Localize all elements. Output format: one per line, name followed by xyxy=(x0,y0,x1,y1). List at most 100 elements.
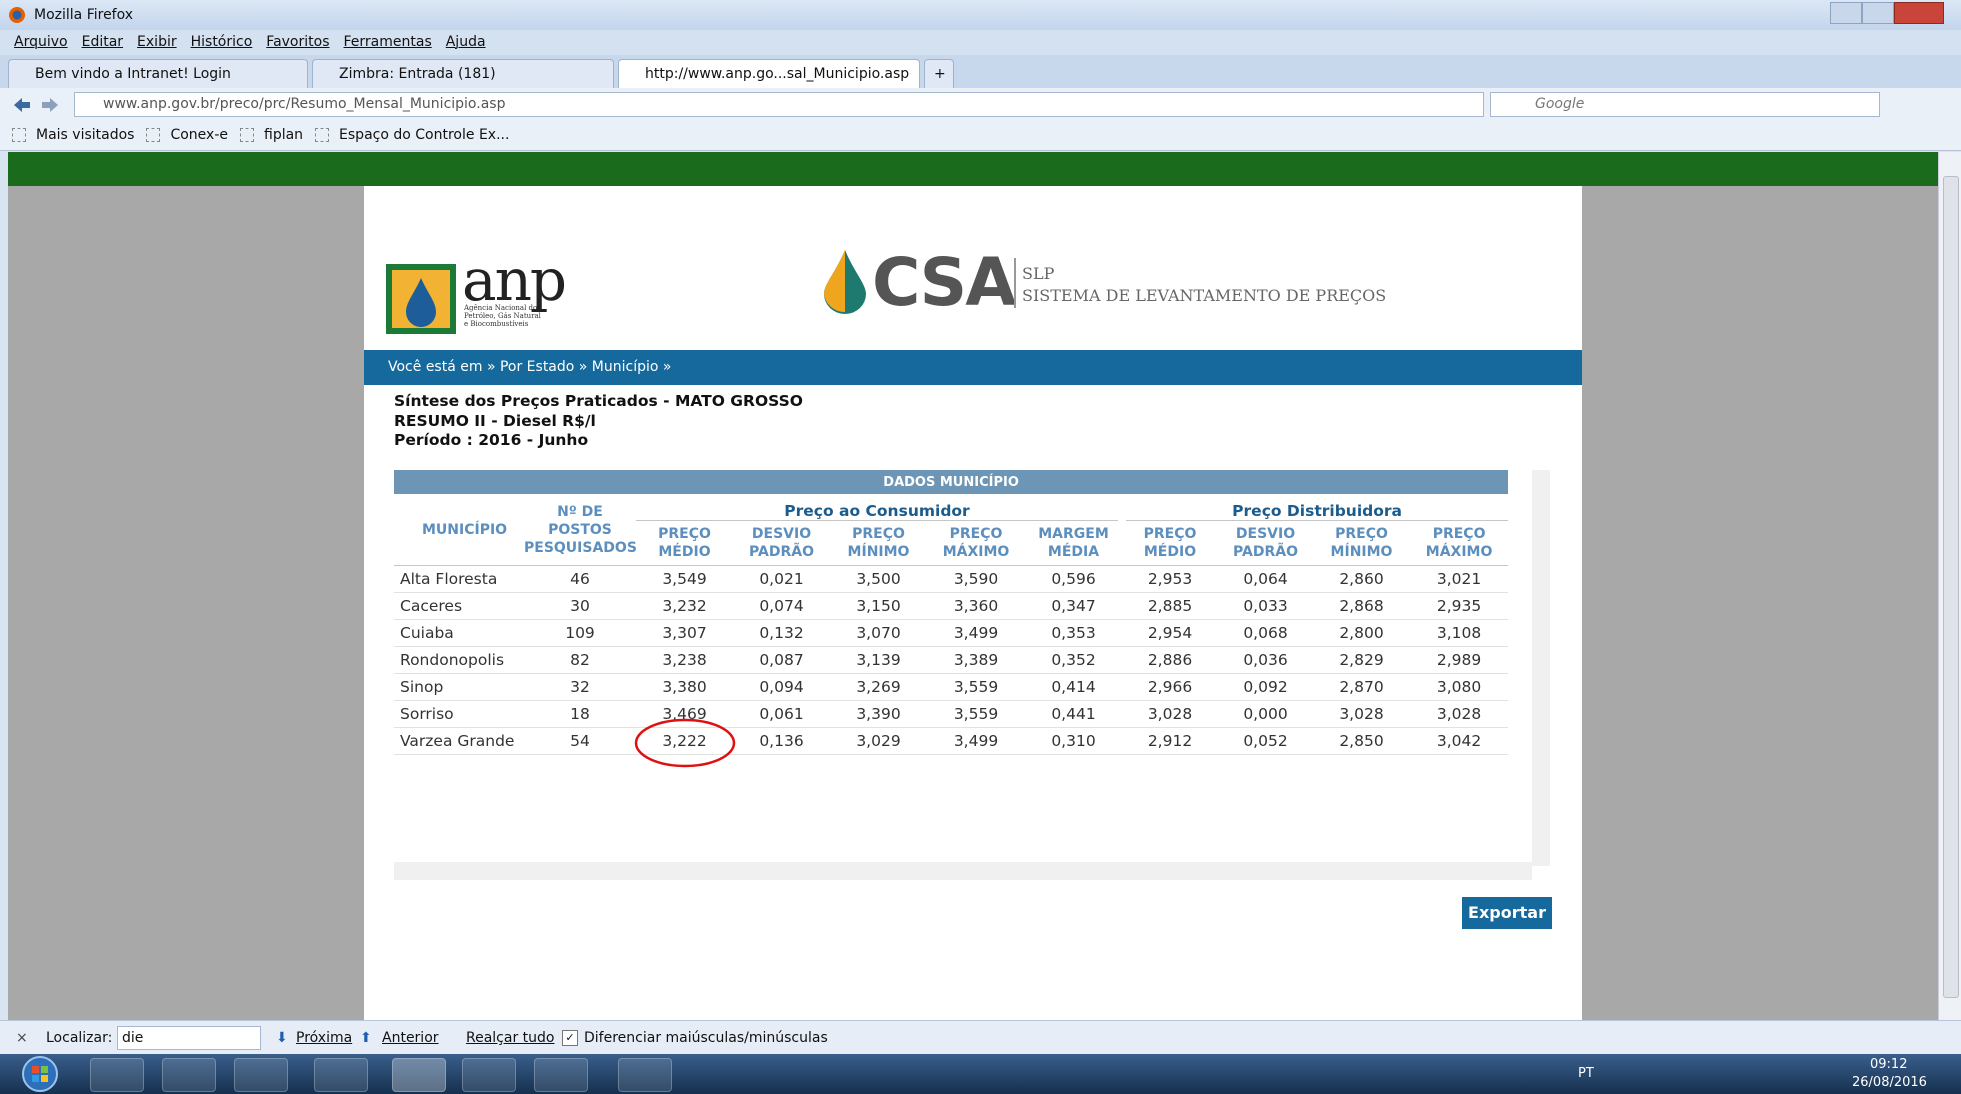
column-header: DESVIO PADRÃO xyxy=(733,521,830,566)
menu-item[interactable]: Arquivo xyxy=(14,30,68,55)
value-cell: 18 xyxy=(524,701,636,728)
column-header: MUNICÍPIO xyxy=(394,494,524,566)
firefox-icon xyxy=(8,6,26,24)
column-header: Nº DE POSTOS PESQUISADOS xyxy=(524,494,636,566)
table-vertical-scrollbar[interactable] xyxy=(1532,470,1550,866)
column-header-text: PREÇO MÉDIO xyxy=(648,525,722,561)
taskbar-app[interactable] xyxy=(534,1058,588,1092)
value-cell: 3,028 xyxy=(1122,701,1218,728)
column-header: PREÇO MÍNIMO xyxy=(1313,521,1410,566)
column-header-text: DESVIO PADRÃO xyxy=(1229,525,1303,561)
value-cell: 3,499 xyxy=(927,620,1025,647)
bookmark[interactable]: Conex-e xyxy=(170,121,228,150)
find-close[interactable]: × xyxy=(16,1021,28,1055)
column-header: PREÇO MÁXIMO xyxy=(927,521,1025,566)
value-cell: 2,912 xyxy=(1122,728,1218,755)
taskbar-app[interactable] xyxy=(392,1058,446,1092)
find-next-icon: ⬇ xyxy=(276,1021,288,1055)
report-period: Período : 2016 - Junho xyxy=(394,431,588,449)
bookmark[interactable]: Mais visitados xyxy=(36,121,134,150)
taskbar-app[interactable] xyxy=(314,1058,368,1092)
value-cell: 0,353 xyxy=(1025,620,1122,647)
value-cell: 30 xyxy=(524,593,636,620)
menu-item[interactable]: Exibir xyxy=(137,30,177,55)
bookmark[interactable]: Espaço do Controle Ex... xyxy=(339,121,509,150)
tab[interactable]: http://www.anp.go...sal_Municipio.asp xyxy=(618,59,920,88)
value-cell: 3,500 xyxy=(830,566,927,593)
window-title: Mozilla Firefox xyxy=(34,7,133,23)
find-match-case[interactable]: Diferenciar maiúsculas/minúsculas xyxy=(584,1021,828,1055)
value-cell: 0,087 xyxy=(733,647,830,674)
match-case-checkbox[interactable]: ✓ xyxy=(562,1030,578,1046)
menu-item[interactable]: Ajuda xyxy=(446,30,486,55)
back-forward-buttons[interactable] xyxy=(12,95,62,115)
taskbar-app[interactable] xyxy=(162,1058,216,1092)
value-cell: 32 xyxy=(524,674,636,701)
value-cell: 2,868 xyxy=(1313,593,1410,620)
menu-item[interactable]: Editar xyxy=(82,30,123,55)
caption-row: DADOS MUNICÍPIO xyxy=(394,470,1508,494)
group-header: Preço Distribuidora xyxy=(1122,494,1508,521)
scroll-thumb[interactable] xyxy=(1943,176,1959,998)
menu-item[interactable]: Histórico xyxy=(191,30,253,55)
start-button[interactable] xyxy=(16,1056,64,1092)
column-header-text: PREÇO MÁXIMO xyxy=(1422,525,1496,561)
find-input[interactable]: die xyxy=(117,1026,261,1050)
taskbar-app[interactable] xyxy=(234,1058,288,1092)
csa-logo-mark xyxy=(822,248,868,314)
value-cell: 2,870 xyxy=(1313,674,1410,701)
bookmark[interactable]: fiplan xyxy=(264,121,303,150)
column-header-text: PREÇO MÉDIO xyxy=(1133,525,1207,561)
value-cell: 3,549 xyxy=(636,566,733,593)
find-previous[interactable]: Anterior xyxy=(382,1021,439,1055)
value-cell: 3,028 xyxy=(1410,701,1508,728)
screen: Mozilla Firefox Arquivo Editar Exibir Histó… xyxy=(0,0,1961,1094)
value-cell: 0,074 xyxy=(733,593,830,620)
column-header: PREÇO MÍNIMO xyxy=(830,521,927,566)
find-next[interactable]: Próxima xyxy=(296,1021,352,1055)
close-button[interactable] xyxy=(1894,2,1944,24)
anp-subtitle: Agência Nacional do Petróleo, Gás Natura… xyxy=(464,304,544,328)
bookmarks-bar: Mais visitados Conex-e fiplan Espaço do Con… xyxy=(0,121,1961,151)
slp-label: SLP xyxy=(1022,264,1054,283)
page-scrollbar[interactable] xyxy=(1938,152,1961,1020)
column-header-text: PREÇO MÍNIMO xyxy=(1325,525,1399,561)
search-bar[interactable]: Google xyxy=(1490,92,1880,117)
value-cell: 2,850 xyxy=(1313,728,1410,755)
value-cell: 3,590 xyxy=(927,566,1025,593)
find-query: die xyxy=(122,1030,143,1046)
value-cell: 0,414 xyxy=(1025,674,1122,701)
tab[interactable]: Zimbra: Entrada (181) xyxy=(312,59,614,88)
value-cell: 3,021 xyxy=(1410,566,1508,593)
value-cell: 0,033 xyxy=(1218,593,1313,620)
find-highlight[interactable]: Realçar tudo xyxy=(466,1021,554,1055)
language-indicator[interactable]: PT xyxy=(1578,1066,1594,1081)
menu-bar: Arquivo Editar Exibir Histórico Favoritos Fer… xyxy=(0,30,1961,55)
new-tab-button[interactable]: + xyxy=(924,59,954,88)
menu-item[interactable]: Ferramentas xyxy=(344,30,432,55)
navigation-bar: www.anp.gov.br/preco/prc/Resumo_Mensal_M… xyxy=(0,88,1961,121)
menu-item[interactable]: Favoritos xyxy=(266,30,329,55)
value-cell: 0,347 xyxy=(1025,593,1122,620)
value-cell: 3,139 xyxy=(830,647,927,674)
export-button[interactable]: Exportar xyxy=(1462,897,1552,929)
taskbar-app[interactable] xyxy=(618,1058,672,1092)
value-cell: 3,390 xyxy=(830,701,927,728)
url-bar[interactable]: www.anp.gov.br/preco/prc/Resumo_Mensal_M… xyxy=(74,92,1484,117)
value-cell: 2,966 xyxy=(1122,674,1218,701)
value-cell: 0,052 xyxy=(1218,728,1313,755)
maximize-button[interactable] xyxy=(1862,2,1894,24)
breadcrumb[interactable]: Você está em » Por Estado » Município » xyxy=(364,350,1582,385)
value-cell: 3,080 xyxy=(1410,674,1508,701)
taskbar-app[interactable] xyxy=(90,1058,144,1092)
value-cell: 2,860 xyxy=(1313,566,1410,593)
value-cell: 2,886 xyxy=(1122,647,1218,674)
tab[interactable]: Bem vindo a Intranet! Login xyxy=(8,59,308,88)
minimize-button[interactable] xyxy=(1830,2,1862,24)
table-horizontal-scrollbar[interactable] xyxy=(394,862,1532,880)
taskbar-app[interactable] xyxy=(462,1058,516,1092)
